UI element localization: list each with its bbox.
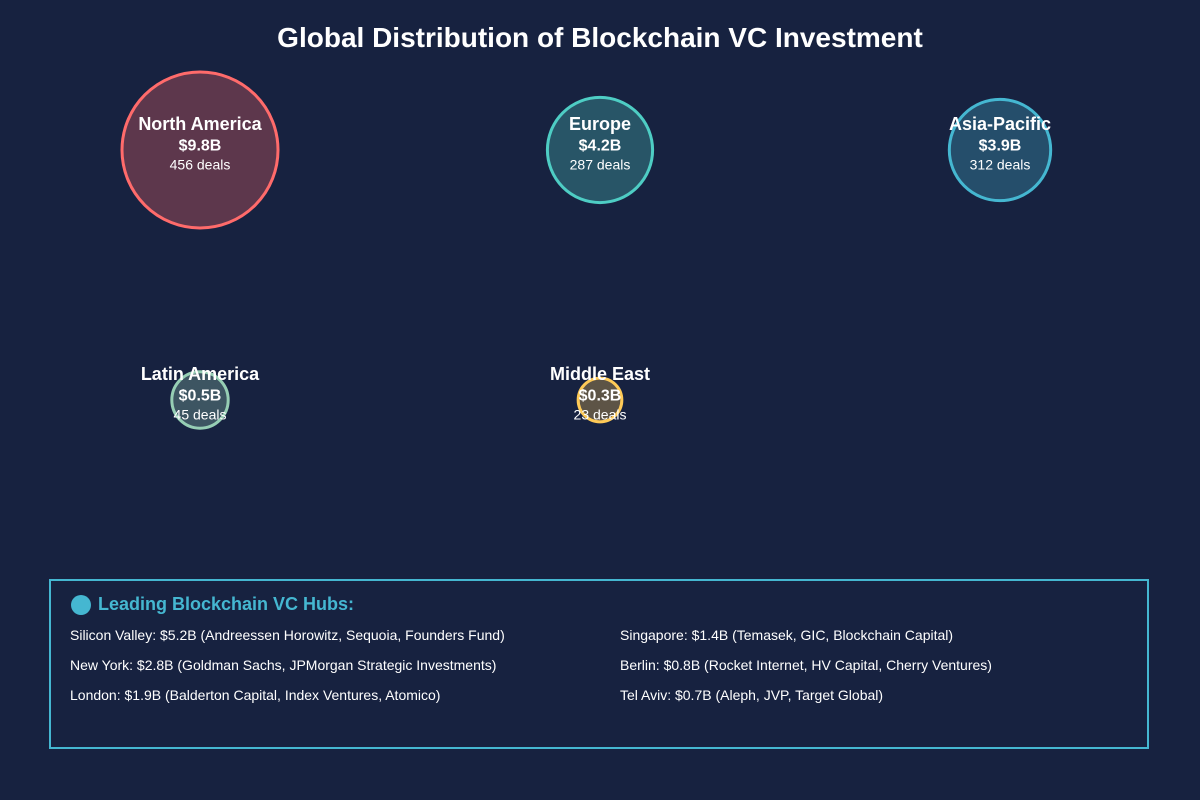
region-bubble [545, 95, 655, 205]
region-name: Asia-Pacific [949, 114, 1051, 134]
hub-item: London: $1.9B (Balderton Capital, Index … [70, 687, 441, 703]
hub-item: Singapore: $1.4B (Temasek, GIC, Blockcha… [620, 627, 954, 643]
region-value: $3.9B [979, 137, 1022, 154]
hub-item: Silicon Valley: $5.2B (Andreessen Horowi… [70, 627, 505, 643]
region-value: $9.8B [179, 137, 222, 154]
hub-item: Tel Aviv: $0.7B (Aleph, JVP, Target Glob… [620, 687, 884, 703]
bubble-chart: North America $9.8B 456 deals Europe $4.2B 28… [120, 70, 1053, 430]
region-bubble [576, 376, 624, 424]
hub-item: New York: $2.8B (Goldman Sachs, JPMorgan… [70, 657, 497, 673]
chart-title: Global Distribution of Blockchain VC Inv… [277, 22, 923, 53]
region-deals: 45 deals [174, 407, 227, 423]
hubs-panel: Leading Blockchain VC Hubs: Silicon Vall… [49, 579, 1149, 749]
region-deals: 287 deals [570, 157, 631, 173]
region-name: Latin America [141, 364, 260, 384]
region-value: $0.5B [179, 387, 222, 404]
hubs-heading: Leading Blockchain VC Hubs: [71, 594, 354, 615]
region-value: $0.3B [579, 387, 622, 404]
region-name: Middle East [550, 364, 650, 384]
region-bubble [120, 70, 280, 230]
region-bubble [170, 370, 230, 430]
region-bubble [947, 97, 1053, 203]
region-deals: 312 deals [970, 157, 1031, 173]
region-name: Europe [569, 114, 631, 134]
hubs-title: Leading Blockchain VC Hubs: [98, 594, 355, 614]
region-value: $4.2B [579, 137, 622, 154]
hub-item: Berlin: $0.8B (Rocket Internet, HV Capit… [620, 657, 992, 673]
region-name: North America [138, 114, 262, 134]
region-deals: 456 deals [170, 157, 231, 173]
globe-icon [71, 594, 91, 615]
region-deals: 23 deals [574, 407, 627, 423]
